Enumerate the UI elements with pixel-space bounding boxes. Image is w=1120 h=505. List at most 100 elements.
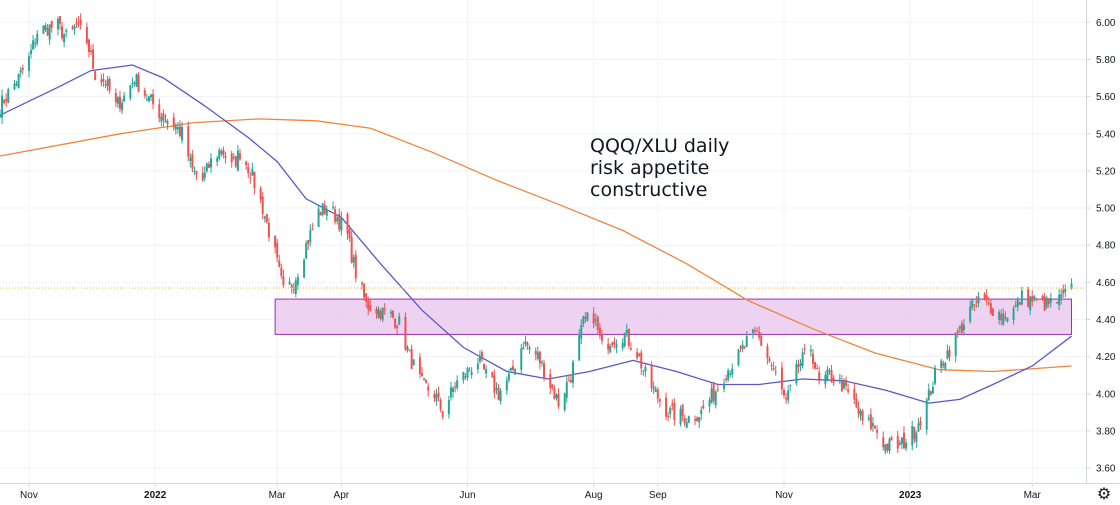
candle-body (203, 172, 206, 178)
candle-body (673, 402, 676, 421)
candle-body (758, 332, 761, 338)
candle-body (1056, 302, 1059, 304)
candle-body (245, 161, 248, 166)
candle-body (789, 384, 792, 387)
candle-body (828, 370, 831, 372)
candlestick-series (0, 13, 1073, 455)
candle-body (623, 332, 626, 347)
candle-body (259, 188, 262, 200)
candle-body (652, 387, 655, 390)
candle-body (874, 426, 877, 429)
candle-body (172, 117, 175, 128)
candle-body (871, 423, 874, 427)
candle-body (888, 439, 891, 452)
candle-body (311, 228, 314, 230)
candle-body (847, 389, 850, 392)
candle-body (478, 355, 481, 362)
candle-body (743, 346, 746, 348)
candle-body (925, 399, 928, 430)
candle-body (404, 316, 407, 350)
candle-body (797, 364, 800, 368)
candle-body (582, 316, 585, 324)
candle-body (332, 207, 335, 209)
candle-body (824, 374, 827, 385)
candle-body (106, 79, 109, 87)
candle-body (1029, 296, 1032, 311)
candle-body (249, 177, 252, 179)
candle-body (911, 426, 914, 446)
candle-body (121, 102, 124, 111)
candle-body (563, 393, 566, 411)
candle-body (696, 417, 699, 422)
candle-body (687, 416, 690, 423)
candle-body (931, 387, 934, 394)
candle-body (754, 330, 757, 332)
price-scale-bg (1086, 0, 1120, 505)
candle-body (569, 380, 572, 383)
candle-body (725, 379, 728, 381)
candle-body (352, 257, 355, 263)
candle-body (276, 242, 279, 258)
candle-body (137, 74, 140, 92)
candle-body (565, 381, 568, 398)
candle-body (958, 326, 961, 329)
y-tick-label: 4.40 (1096, 315, 1116, 326)
candle-body (338, 214, 341, 230)
annotation-line: risk appetite (590, 157, 709, 179)
candle-body (954, 332, 957, 357)
candle-body (876, 429, 879, 433)
candle-body (348, 229, 351, 239)
candle-body (381, 307, 384, 320)
candle-body (927, 389, 930, 401)
candle-body (962, 325, 965, 331)
candle-body (919, 421, 922, 426)
candle-body (265, 214, 268, 222)
candle-body (882, 437, 885, 448)
candle-body (716, 389, 719, 391)
candle-body (898, 442, 901, 445)
candle-body (520, 348, 523, 370)
candle-body (551, 384, 554, 389)
candle-body (524, 341, 527, 345)
candle-body (555, 394, 558, 399)
candle-body (56, 18, 59, 30)
candle-body (133, 83, 136, 85)
candle-body (493, 375, 496, 393)
candle-body (1060, 294, 1063, 299)
candle-body (118, 96, 121, 109)
candle-body (7, 89, 10, 104)
candle-body (232, 157, 235, 159)
candle-body (104, 84, 107, 86)
candle-body (65, 30, 68, 32)
candle-body (842, 380, 845, 389)
candle-body (189, 157, 192, 161)
candle-body (63, 34, 66, 43)
settings-gear-icon[interactable]: ⚙ (1096, 484, 1112, 503)
candle-body (325, 210, 328, 216)
candle-body (21, 67, 24, 70)
candle-body (166, 121, 169, 125)
candle-body (77, 21, 80, 23)
candle-body (640, 352, 643, 369)
candle-body (278, 260, 281, 267)
candle-body (830, 370, 833, 382)
candle-body (94, 71, 97, 81)
candle-body (933, 367, 936, 384)
candle-body (772, 368, 775, 370)
candle-body (218, 149, 221, 159)
candle-body (526, 342, 529, 346)
candle-body (216, 157, 219, 162)
candle-body (48, 24, 51, 40)
candle-body (714, 391, 717, 406)
candle-body (737, 349, 740, 365)
candle-body (30, 50, 33, 54)
x-tick-label: Mar (269, 490, 287, 501)
candle-body (147, 96, 150, 102)
candle-body (915, 432, 918, 442)
candle-body (195, 171, 198, 175)
candle-body (464, 376, 467, 378)
candle-body (207, 164, 210, 168)
candle-body (785, 397, 788, 400)
candle-body (942, 362, 945, 366)
